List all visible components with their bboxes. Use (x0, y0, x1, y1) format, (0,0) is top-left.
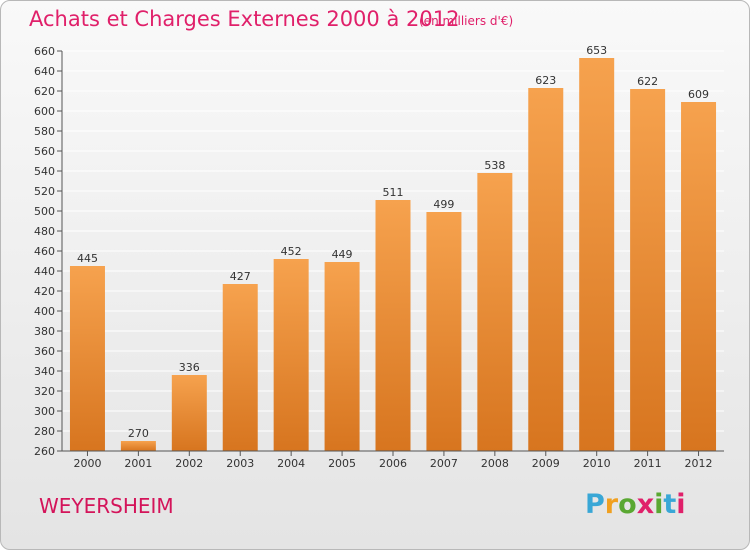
x-tick-label: 2012 (685, 457, 713, 470)
bar-value-label: 336 (179, 361, 200, 374)
bar (121, 441, 156, 451)
y-tick-label: 580 (34, 125, 55, 138)
bar (223, 284, 258, 451)
y-tick-label: 420 (34, 285, 55, 298)
y-tick-label: 380 (34, 325, 55, 338)
x-tick-label: 2008 (481, 457, 509, 470)
logo-letter: i (676, 489, 685, 520)
x-tick-label: 2004 (277, 457, 305, 470)
logo-letter: i (654, 489, 663, 520)
bar (376, 200, 411, 451)
y-tick-label: 400 (34, 305, 55, 318)
x-tick-label: 2003 (226, 457, 254, 470)
y-tick-label: 460 (34, 245, 55, 258)
bar-value-label: 653 (586, 44, 607, 57)
bar-value-label: 538 (484, 159, 505, 172)
bar (172, 375, 207, 451)
logo-letter: P (585, 489, 605, 520)
x-tick-label: 2011 (634, 457, 662, 470)
bar-value-label: 452 (281, 245, 302, 258)
y-tick-label: 360 (34, 345, 55, 358)
bar-chart: 260 280 300 320 340 360 380 400 420 440 460 480 500 5… (1, 1, 750, 550)
x-tick-label: 2009 (532, 457, 560, 470)
y-tick-label: 480 (34, 225, 55, 238)
y-tick-label: 300 (34, 405, 55, 418)
y-tick-label: 540 (34, 165, 55, 178)
bar-value-label: 270 (128, 427, 149, 440)
bar-value-label: 445 (77, 252, 98, 265)
y-tick-label: 440 (34, 265, 55, 278)
bar (325, 262, 360, 451)
bar (528, 88, 563, 451)
bar (630, 89, 665, 451)
y-tick-label: 560 (34, 145, 55, 158)
logo-letter: o (618, 489, 637, 520)
bar-value-label: 427 (230, 270, 251, 283)
logo-letter: t (663, 489, 676, 520)
logo-letter: x (637, 489, 654, 520)
x-tick-label: 2010 (583, 457, 611, 470)
x-tick-label: 2005 (328, 457, 356, 470)
bar-value-label: 623 (535, 74, 556, 87)
commune-name: WEYERSHEIM (39, 494, 174, 518)
y-tick-label: 260 (34, 445, 55, 458)
bar (579, 58, 614, 451)
bar-value-label: 609 (688, 88, 709, 101)
x-tick-label: 2007 (430, 457, 458, 470)
y-tick-label: 340 (34, 365, 55, 378)
bar (477, 173, 512, 451)
bar-value-label: 622 (637, 75, 658, 88)
y-tick-label: 500 (34, 205, 55, 218)
y-tick-label: 640 (34, 65, 55, 78)
y-tick-label: 280 (34, 425, 55, 438)
y-tick-label: 320 (34, 385, 55, 398)
chart-frame: Achats et Charges Externes 2000 à 2012 (… (0, 0, 750, 550)
x-tick-label: 2000 (73, 457, 101, 470)
bar (274, 259, 309, 451)
bar-value-label: 499 (433, 198, 454, 211)
bars (70, 58, 716, 451)
y-tick-label: 600 (34, 105, 55, 118)
y-tick-label: 520 (34, 185, 55, 198)
x-tick-label: 2001 (124, 457, 152, 470)
bar (681, 102, 716, 451)
bar-value-label: 449 (332, 248, 353, 261)
logo-letter: r (605, 489, 618, 520)
bar-value-label: 511 (383, 186, 404, 199)
x-tick-label: 2006 (379, 457, 407, 470)
bar (426, 212, 461, 451)
y-tick-label: 660 (34, 45, 55, 58)
x-tick-label: 2002 (175, 457, 203, 470)
y-tick-label: 620 (34, 85, 55, 98)
bar (70, 266, 105, 451)
proxiti-logo: Proxiti (585, 489, 686, 520)
